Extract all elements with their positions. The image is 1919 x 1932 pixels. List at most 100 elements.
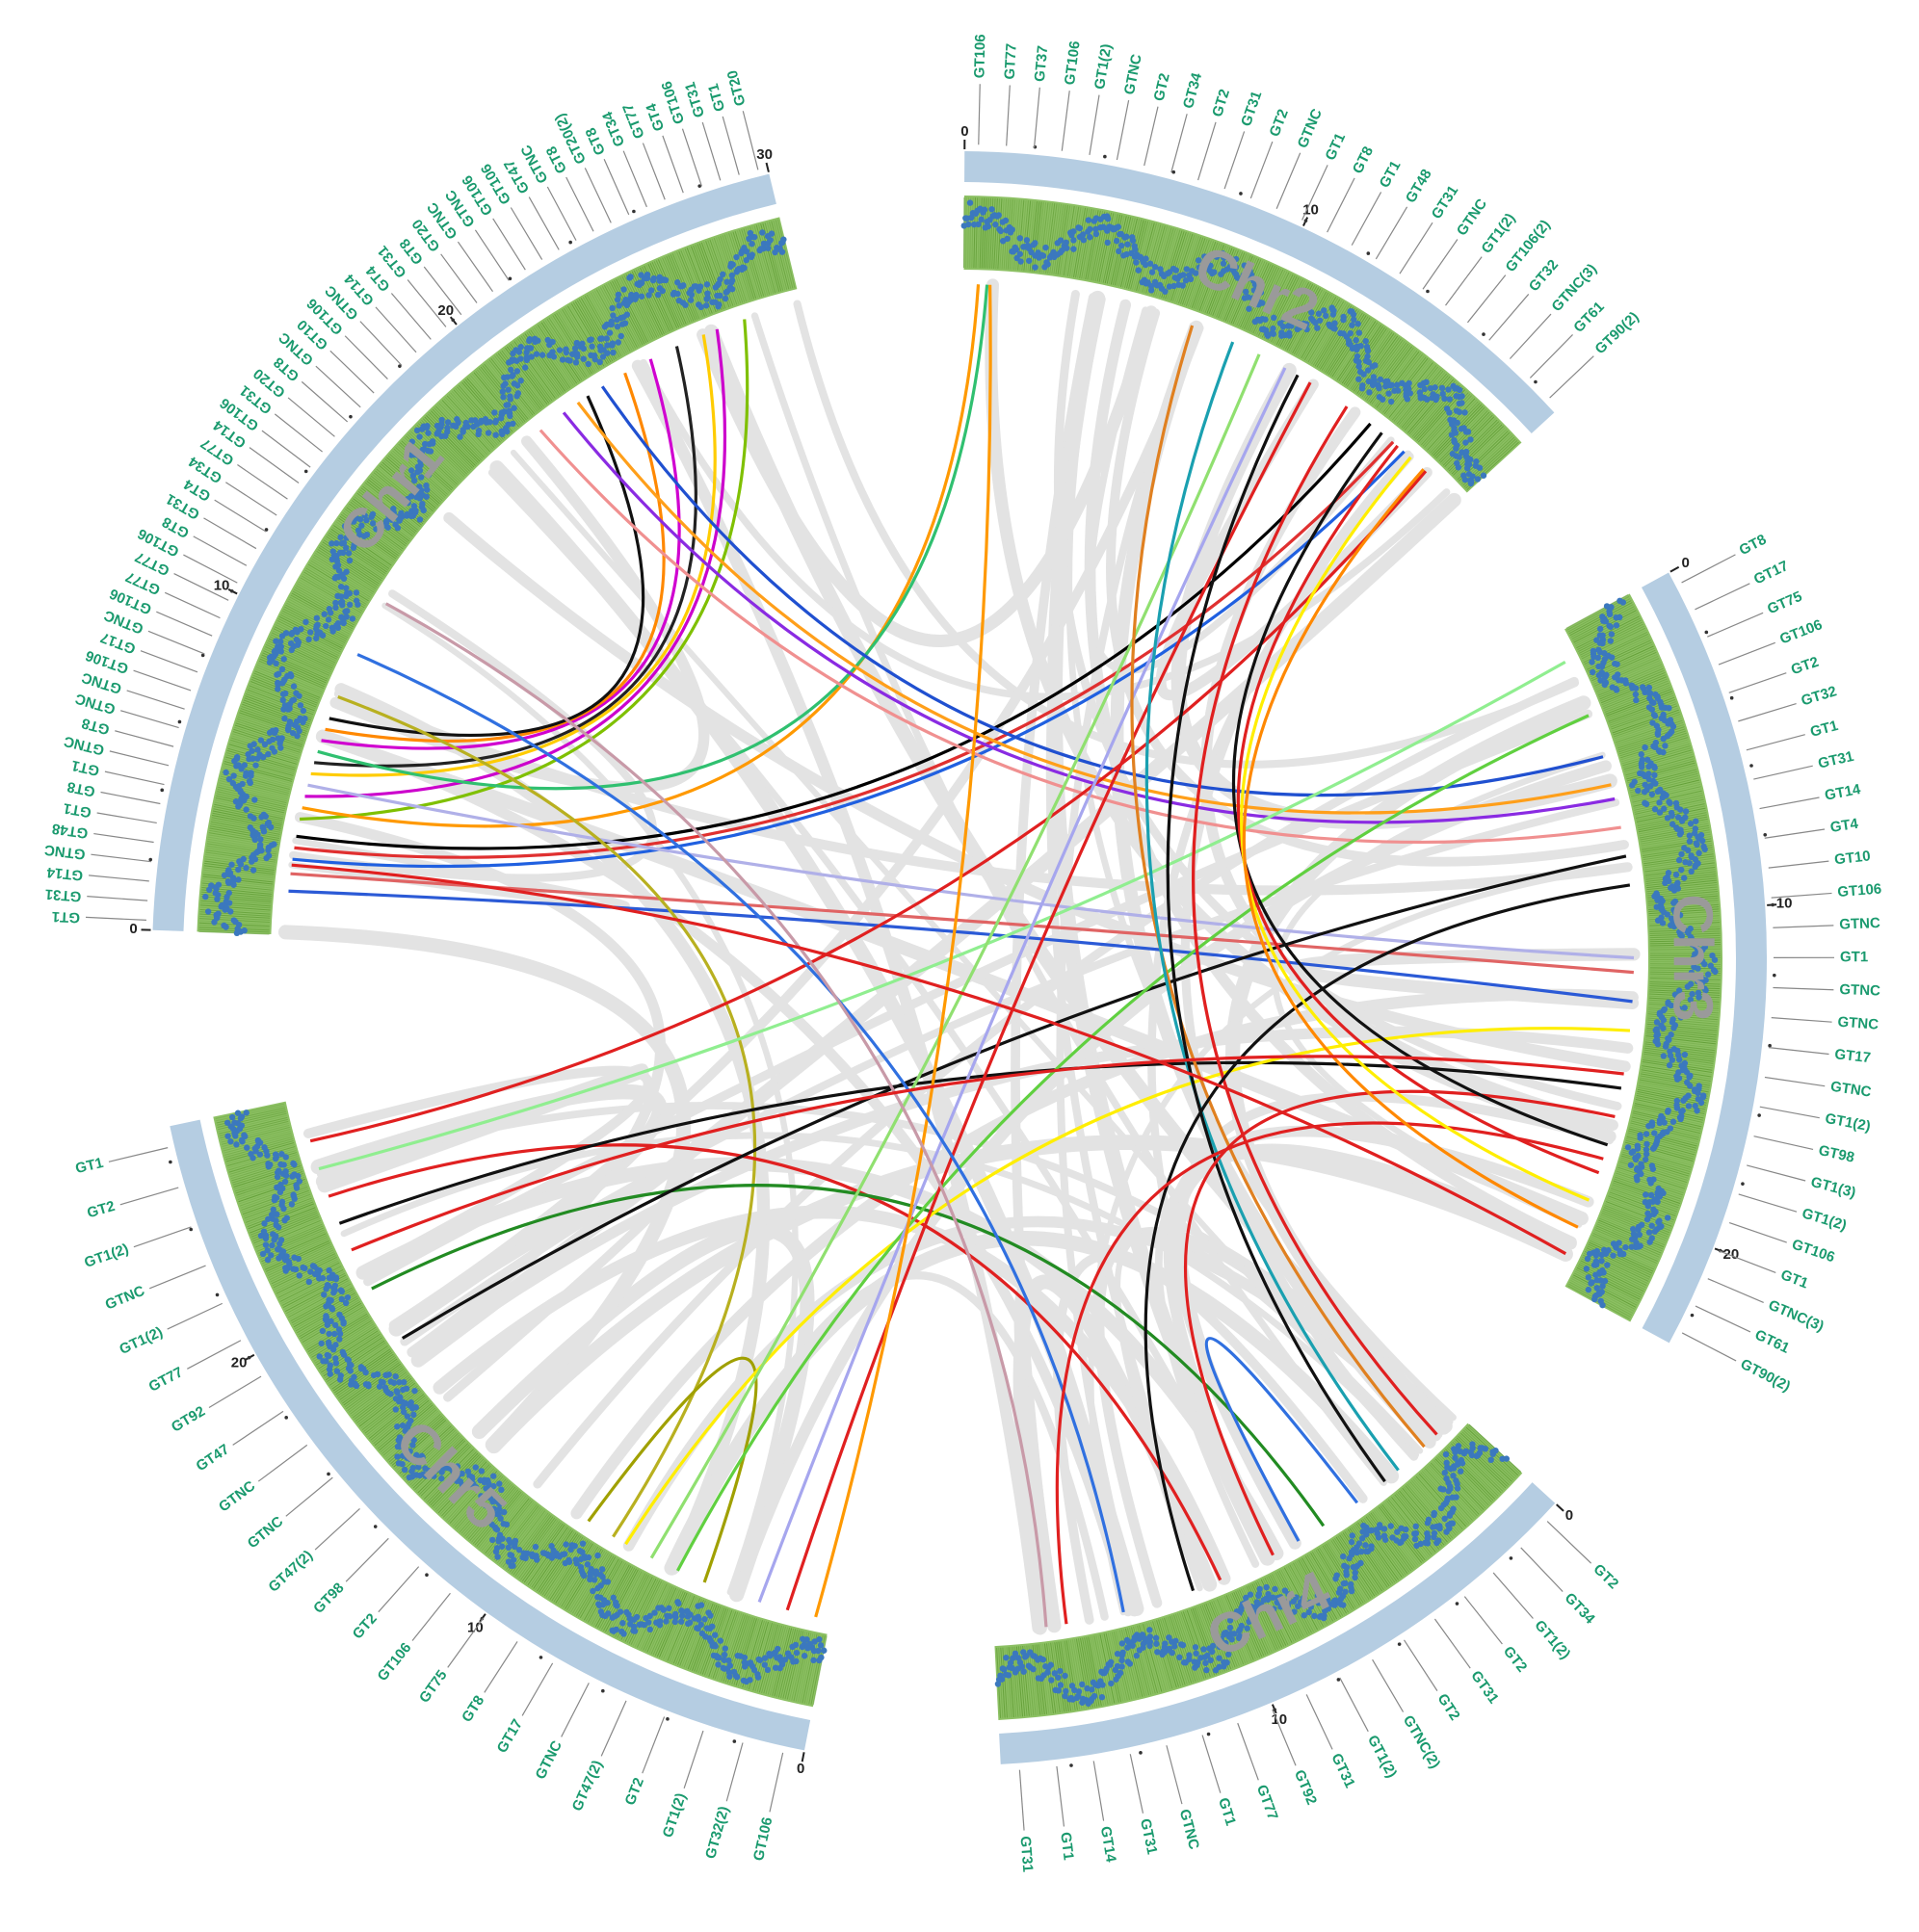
- density-point: [1628, 1149, 1635, 1156]
- synteny-links: [288, 284, 1635, 1628]
- density-bar: [205, 851, 276, 863]
- density-point: [1348, 1538, 1355, 1546]
- density-point: [387, 1378, 394, 1385]
- density-point: [1634, 1177, 1641, 1184]
- density-bar: [1628, 769, 1697, 788]
- density-point: [1686, 838, 1694, 845]
- density-point: [1180, 272, 1187, 278]
- gene-leader-line: [1488, 294, 1530, 341]
- density-point: [1062, 1672, 1068, 1680]
- density-point: [505, 1558, 513, 1565]
- density-point: [425, 471, 433, 479]
- density-point: [1682, 808, 1690, 815]
- density-point: [568, 1542, 576, 1549]
- density-point: [400, 1386, 407, 1394]
- density-point: [1051, 1670, 1059, 1677]
- density-point: [1650, 699, 1657, 706]
- gene-leader-line: [1339, 1677, 1369, 1733]
- gene-leader-line: [1771, 1016, 1832, 1023]
- density-bar: [755, 224, 776, 294]
- minor-tick: [373, 1525, 378, 1528]
- minor-tick: [1426, 289, 1430, 294]
- density-bar: [1234, 260, 1264, 326]
- density-point: [1193, 1650, 1199, 1657]
- density-point: [1599, 640, 1606, 647]
- density-point: [671, 1610, 679, 1618]
- density-point: [1355, 358, 1362, 366]
- density-point: [252, 762, 259, 769]
- synteny-link: [675, 714, 1590, 1572]
- gene-label: GT61: [1752, 1326, 1792, 1356]
- density-bar: [552, 315, 591, 376]
- density-point: [1433, 396, 1439, 404]
- density-bar: [1441, 413, 1492, 465]
- density-point: [338, 593, 345, 600]
- density-bar: [211, 819, 281, 833]
- density-point: [290, 696, 298, 703]
- gene-leader-line: [126, 690, 185, 710]
- density-point: [1696, 849, 1702, 856]
- density-point: [1331, 320, 1338, 326]
- density-point: [356, 516, 364, 523]
- density-point: [362, 1381, 370, 1388]
- density-point: [759, 229, 766, 236]
- density-point: [233, 753, 241, 761]
- density-point: [1242, 288, 1249, 296]
- gene-label: GT8: [1737, 532, 1770, 560]
- density-bar: [206, 843, 277, 855]
- tick-label: 20: [1723, 1246, 1740, 1263]
- density-point: [1117, 242, 1125, 249]
- density-track-segment: [1564, 593, 1722, 1322]
- density-point: [224, 1133, 231, 1139]
- density-bar: [1051, 204, 1063, 274]
- synteny-link: [294, 440, 1395, 859]
- density-bar: [353, 498, 410, 542]
- density-point: [333, 539, 340, 547]
- density-point: [1667, 799, 1673, 807]
- density-bar: [1627, 767, 1696, 786]
- density-point: [1672, 871, 1680, 878]
- density-bar: [1618, 730, 1687, 753]
- density-point: [246, 777, 253, 785]
- density-point: [370, 1371, 378, 1379]
- density-point: [505, 402, 512, 408]
- gene-leader-line: [1445, 256, 1483, 306]
- density-point: [697, 303, 704, 311]
- gene-label: GT2: [1500, 1643, 1530, 1675]
- gene-leader-line: [1509, 313, 1552, 359]
- density-point: [1660, 748, 1667, 756]
- density-point: [1590, 1262, 1598, 1268]
- gene-leader-line: [133, 669, 192, 692]
- gene-leader-line: [1305, 1694, 1333, 1750]
- gene-leader-line: [1520, 1547, 1564, 1592]
- density-point: [1362, 337, 1369, 345]
- density-bar: [318, 547, 379, 587]
- density-bar: [1216, 251, 1244, 318]
- density-point: [392, 1372, 399, 1380]
- density-bar: [1456, 429, 1508, 479]
- density-point: [369, 520, 377, 527]
- density-point: [334, 619, 342, 627]
- density-point: [502, 380, 509, 387]
- density-point: [1388, 381, 1395, 389]
- density-bar: [1608, 696, 1675, 722]
- density-point: [343, 614, 350, 620]
- density-point: [278, 666, 286, 673]
- density-point: [1643, 1215, 1651, 1223]
- density-point: [1654, 788, 1662, 796]
- density-bar: [1187, 240, 1212, 307]
- density-point: [1369, 381, 1377, 389]
- density-point: [1642, 744, 1648, 751]
- density-point: [1142, 261, 1149, 269]
- density-bar: [356, 492, 413, 537]
- synteny-link: [587, 1356, 758, 1583]
- density-bar: [218, 784, 287, 802]
- density-point: [1394, 1528, 1401, 1535]
- density-bar: [1238, 262, 1268, 327]
- gene-leader-line: [1056, 1765, 1065, 1827]
- density-point: [1124, 241, 1131, 248]
- density-point: [1355, 329, 1363, 336]
- density-point: [1446, 396, 1453, 403]
- density-point: [1350, 311, 1357, 318]
- density-point: [507, 1552, 513, 1558]
